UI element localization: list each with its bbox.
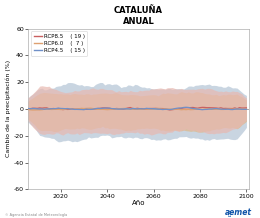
Text: © Agencia Estatal de Meteorología: © Agencia Estatal de Meteorología <box>5 213 67 217</box>
X-axis label: Año: Año <box>132 200 145 206</box>
Y-axis label: Cambio de la precipitación (%): Cambio de la precipitación (%) <box>5 60 11 157</box>
Text: 🐦: 🐦 <box>228 211 231 217</box>
Title: CATALUÑA
ANUAL: CATALUÑA ANUAL <box>114 5 163 26</box>
Legend: RCP8.5    ( 19 ), RCP6.0    (  7 ), RCP4.5    ( 15 ): RCP8.5 ( 19 ), RCP6.0 ( 7 ), RCP4.5 ( 15… <box>31 31 87 56</box>
Text: aemet: aemet <box>225 208 252 217</box>
